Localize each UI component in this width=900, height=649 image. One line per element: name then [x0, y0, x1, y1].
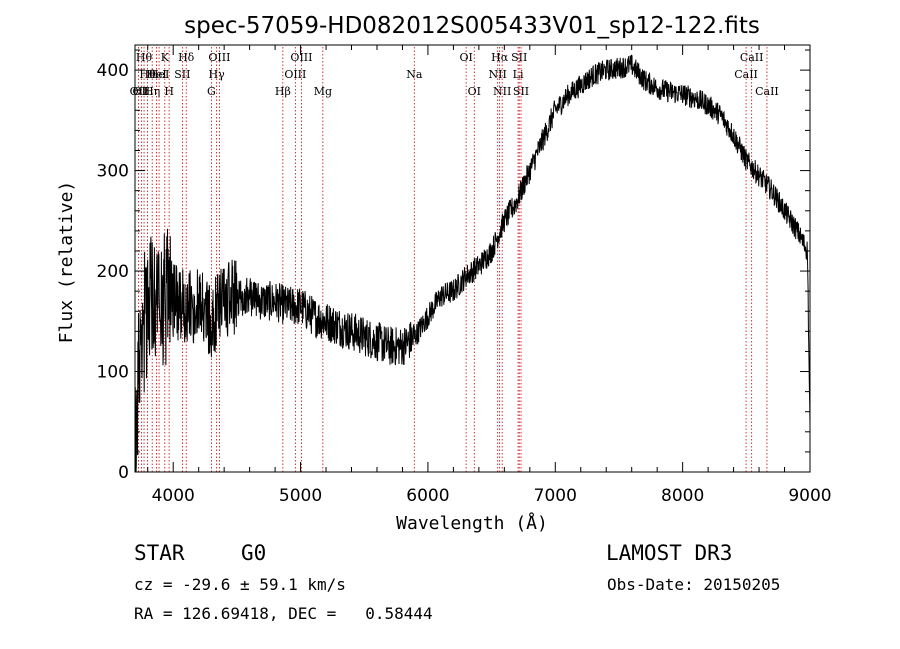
observation-date: Obs-Date: 20150205: [607, 575, 780, 594]
line-label: SII: [174, 68, 190, 81]
x-tick-label: 6000: [406, 486, 449, 506]
line-label: Na: [406, 68, 423, 81]
line-label: SII: [513, 85, 529, 98]
line-label: OII: [130, 85, 148, 98]
y-tick-label: 400: [97, 61, 129, 81]
line-label: OI: [459, 51, 472, 64]
x-tick-label: 8000: [661, 486, 704, 506]
spectral-line-markers: [138, 47, 768, 472]
line-label: Hθ: [139, 68, 156, 81]
line-label: OIII: [284, 68, 306, 81]
y-axis-label: Flux (relative): [56, 181, 77, 344]
line-label: Mg: [314, 85, 332, 98]
ra-dec-coordinates: RA = 126.69418, DEC = 0.58444: [134, 604, 433, 623]
line-label: Hθ: [136, 51, 153, 64]
line-label: G: [207, 85, 216, 98]
x-axis-label: Wavelength (Å): [396, 512, 548, 534]
line-label: Hη: [144, 85, 160, 98]
y-tick-label: 300: [97, 162, 129, 182]
line-label: CaII: [740, 51, 764, 64]
line-label: OII: [133, 85, 151, 98]
survey-name: LAMOST DR3: [606, 541, 732, 565]
line-label: HeI: [149, 68, 169, 81]
y-axis: 0 100 200 300 400: [97, 49, 810, 483]
x-tick-label: 7000: [534, 486, 577, 506]
line-label: CaII: [734, 68, 758, 81]
spectrum-series: [134, 54, 811, 473]
line-label: H: [164, 85, 174, 98]
line-label: Hδ: [178, 51, 195, 64]
object-class: STAR: [134, 541, 185, 565]
y-tick-label: 100: [97, 363, 129, 383]
line-label: Li: [513, 68, 524, 81]
x-tick-label: 4000: [152, 486, 195, 506]
spectral-line-labels: OIIOIIHθHθHηHeIHeIKHSIIHδGHγOIIIHβOIIIOI…: [130, 51, 779, 98]
line-label: Hγ: [209, 68, 226, 81]
plot-frame: [134, 44, 811, 473]
x-tick-label: 5000: [279, 486, 322, 506]
spectral-subclass: G0: [241, 541, 266, 565]
line-label: SII: [511, 51, 527, 64]
line-label: K: [161, 51, 170, 64]
line-label: Hα: [491, 51, 509, 64]
line-label: OIII: [290, 51, 312, 64]
y-tick-label: 200: [97, 262, 129, 282]
line-label: OI: [468, 85, 481, 98]
y-tick-label: 0: [118, 463, 129, 483]
line-label: HeI: [146, 68, 166, 81]
line-label: OIII: [208, 51, 230, 64]
line-label: CaII: [755, 85, 779, 98]
x-tick-label: 9000: [788, 486, 831, 506]
line-label: NII: [493, 85, 511, 98]
line-label: NII: [489, 68, 507, 81]
redshift-cz: cz = -29.6 ± 59.1 km/s: [134, 575, 346, 594]
x-axis: 4000 5000 6000 7000 8000 9000: [147, 45, 832, 506]
line-label: Hβ: [275, 85, 291, 98]
chart-title: spec-57059-HD082012S005433V01_sp12-122.f…: [184, 13, 760, 39]
